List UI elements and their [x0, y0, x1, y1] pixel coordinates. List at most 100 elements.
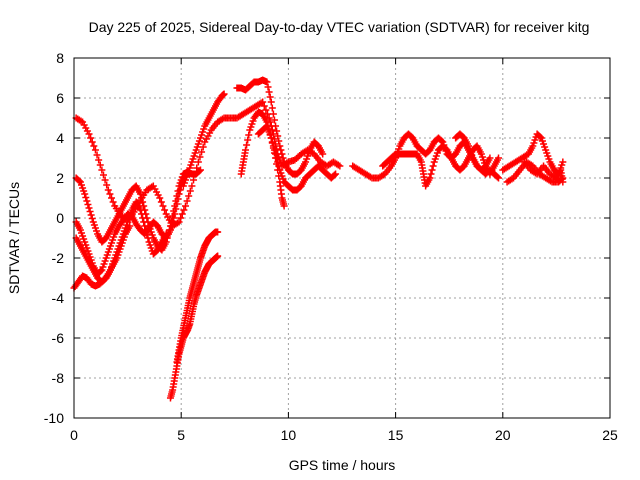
data-point: [172, 205, 180, 213]
data-point: [264, 83, 272, 91]
data-point: [280, 202, 288, 210]
data-point: [88, 215, 96, 222]
data-point: [91, 146, 99, 154]
data-point: [244, 136, 252, 144]
data-point: [273, 127, 281, 135]
data-point: [245, 131, 253, 139]
data-point: [428, 166, 436, 174]
data-point: [87, 134, 95, 142]
data-point: [277, 146, 285, 154]
data-point: [427, 170, 435, 178]
data-point: [275, 137, 283, 145]
y-tick-label: -2: [52, 250, 65, 266]
data-point: [260, 102, 268, 110]
data-point: [559, 158, 567, 166]
data-point: [87, 211, 95, 219]
series-sat-f: [166, 252, 222, 402]
series-sat-n: [452, 130, 503, 182]
data-point: [138, 210, 146, 218]
data-point: [136, 206, 144, 214]
data-point: [198, 148, 206, 156]
data-point: [265, 88, 273, 96]
data-point: [267, 134, 275, 142]
series-sat-b: [72, 166, 204, 254]
data-point: [175, 218, 183, 226]
y-tick-label: -8: [52, 370, 65, 386]
data-point: [143, 230, 151, 238]
plot-frame: [73, 57, 611, 419]
data-point: [438, 137, 446, 145]
x-tick-label: 5: [177, 427, 185, 443]
data-point: [99, 171, 107, 179]
series-sat-h: [179, 90, 228, 190]
data-point: [259, 98, 267, 106]
data-point: [173, 200, 181, 208]
data-point: [196, 166, 204, 174]
data-point: [275, 162, 283, 170]
data-point: [85, 130, 93, 138]
data-point: [495, 154, 503, 162]
data-point: [159, 202, 167, 210]
data-point: [140, 218, 148, 226]
data-point: [270, 146, 278, 154]
data-point: [108, 194, 116, 202]
data-point: [169, 218, 177, 226]
y-axis-title: SDTVAR / TECUs: [6, 182, 22, 294]
data-point: [97, 267, 105, 275]
data-point: [199, 143, 207, 151]
data-point: [162, 230, 170, 238]
data-point: [195, 167, 203, 175]
data-point: [88, 138, 96, 146]
data-point: [180, 206, 188, 214]
data-point: [268, 104, 276, 112]
x-axis-title: GPS time / hours: [289, 457, 396, 473]
data-point: [196, 153, 204, 161]
series-sat-i: [233, 76, 327, 178]
x-tick-label: 20: [495, 427, 511, 443]
y-tick-label: -10: [44, 410, 64, 426]
data-point: [82, 194, 90, 201]
data-point: [174, 195, 182, 203]
data-marks: [70, 76, 567, 402]
data-point: [156, 194, 164, 202]
data-point: [101, 176, 109, 184]
data-point: [242, 146, 250, 154]
data-point: [126, 222, 134, 230]
data-point: [330, 171, 338, 179]
data-point: [262, 106, 270, 114]
x-tick-label: 15: [388, 427, 404, 443]
data-point: [272, 150, 280, 158]
x-tick-label: 0: [70, 427, 78, 443]
data-point: [90, 142, 98, 150]
data-point: [138, 194, 146, 202]
data-point: [103, 181, 111, 189]
data-point: [243, 141, 251, 149]
data-point: [495, 174, 503, 182]
data-point: [274, 132, 282, 140]
data-point: [139, 198, 147, 206]
data-point: [157, 198, 165, 206]
data-point: [142, 226, 150, 234]
data-point: [170, 214, 178, 222]
data-point: [171, 210, 179, 218]
x-tick-label: 25: [602, 427, 618, 443]
data-point: [96, 161, 104, 169]
data-point: [272, 122, 280, 130]
data-point: [81, 190, 89, 198]
data-point: [139, 214, 147, 222]
data-point: [183, 197, 191, 205]
data-point: [220, 90, 228, 98]
data-point: [190, 176, 198, 184]
data-point: [93, 151, 101, 159]
data-point: [176, 186, 184, 194]
data-point: [276, 142, 284, 150]
data-point: [185, 192, 193, 200]
data-point: [263, 78, 271, 86]
series-sat-e: [70, 222, 134, 292]
data-point: [175, 190, 183, 198]
data-point: [75, 177, 83, 185]
data-point: [559, 178, 567, 186]
y-tick-label: -6: [52, 330, 65, 346]
data-point: [269, 142, 277, 150]
